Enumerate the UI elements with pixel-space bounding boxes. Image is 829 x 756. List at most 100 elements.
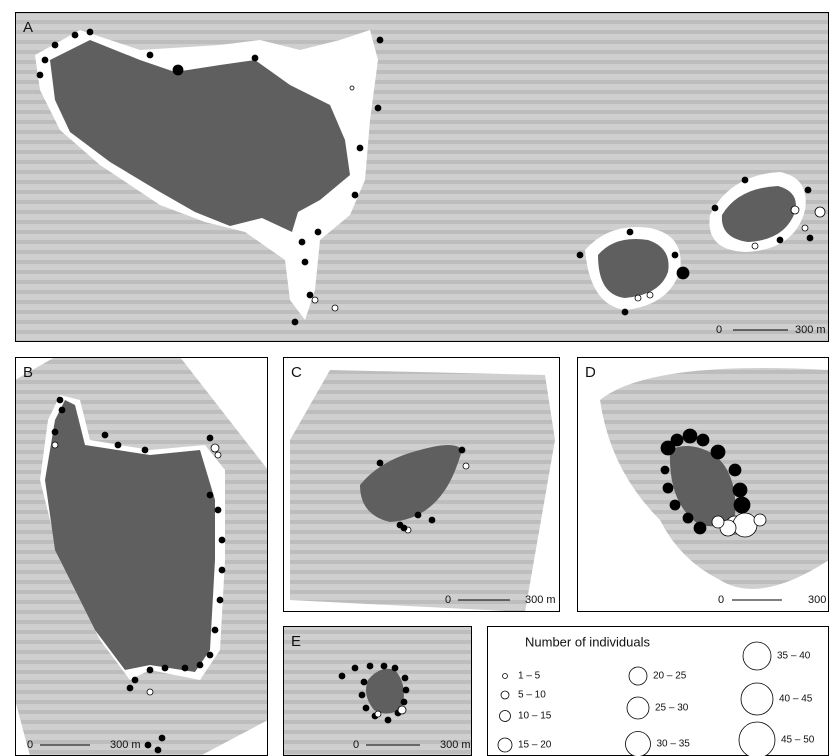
scale-zero: 0 [27, 739, 33, 751]
legend-item: 1 – 5 [518, 671, 541, 682]
site-marker [126, 684, 134, 692]
panel-label: D [585, 364, 596, 381]
site-marker [214, 451, 222, 459]
site-marker [218, 566, 226, 574]
site-marker [51, 41, 59, 49]
site-marker [751, 242, 759, 250]
site-marker [362, 704, 370, 712]
site-marker [114, 441, 122, 449]
site-marker [158, 734, 166, 742]
site-marker [358, 691, 366, 699]
legend-item: 15 – 20 [518, 740, 552, 751]
site-marker [101, 431, 109, 439]
site-marker [71, 31, 79, 39]
island [360, 445, 462, 522]
site-marker [634, 294, 642, 302]
site-marker [216, 596, 224, 604]
site-marker [660, 440, 676, 456]
site-marker [626, 228, 634, 236]
site-marker [801, 224, 809, 232]
island [669, 446, 736, 527]
legend-symbol [742, 641, 772, 671]
legend-symbol [500, 690, 510, 700]
site-marker [214, 506, 222, 514]
site-marker [360, 678, 368, 686]
panel-frame [283, 357, 560, 612]
legend-item: 40 – 45 [779, 694, 813, 705]
site-marker [338, 672, 346, 680]
site-marker [206, 491, 214, 499]
site-marker [458, 446, 466, 454]
site-marker [646, 291, 654, 299]
map-panel [600, 368, 829, 589]
map-panel [15, 357, 268, 756]
site-marker [400, 698, 408, 706]
site-marker [401, 674, 409, 682]
legend-item: 45 – 50 [781, 735, 815, 746]
site-marker [814, 206, 826, 218]
site-marker [728, 463, 742, 477]
site-marker [218, 536, 226, 544]
scale-zero: 0 [445, 594, 451, 606]
island [598, 239, 669, 298]
site-marker [428, 516, 436, 524]
site-marker [414, 511, 422, 519]
site-marker [131, 676, 139, 684]
legend-symbol [625, 731, 651, 756]
scale-label: 300 m [808, 594, 829, 606]
site-marker [146, 688, 154, 696]
site-marker [576, 251, 584, 259]
site-marker [384, 716, 392, 724]
legend-symbol [626, 696, 650, 720]
island [366, 668, 404, 714]
site-marker [356, 144, 364, 152]
site-marker [790, 205, 800, 215]
legend-symbol [497, 737, 513, 753]
site-marker [669, 499, 681, 511]
site-marker [732, 482, 748, 498]
site-marker [676, 266, 690, 280]
legend-item: 30 – 35 [657, 739, 691, 750]
site-marker [374, 104, 382, 112]
legend-symbol [499, 710, 511, 722]
scale-label: 300 m [440, 739, 471, 751]
legend-symbol [738, 721, 776, 756]
site-marker [36, 71, 44, 79]
site-marker [146, 666, 154, 674]
site-marker [662, 482, 674, 494]
site-marker [376, 459, 384, 467]
site-marker [298, 238, 306, 246]
site-marker [301, 258, 309, 266]
site-marker [154, 746, 162, 754]
site-marker [397, 705, 407, 715]
site-marker [51, 441, 59, 449]
site-marker [660, 465, 670, 475]
site-marker [206, 651, 214, 659]
site-marker [402, 686, 410, 694]
site-marker [56, 396, 64, 404]
scale-zero: 0 [718, 594, 724, 606]
scale-label: 300 m [525, 594, 556, 606]
site-marker [291, 318, 299, 326]
site-marker [462, 462, 470, 470]
site-marker [804, 186, 812, 194]
scale-label: 300 m [795, 324, 826, 336]
site-marker [86, 28, 94, 36]
legend-item: 25 – 30 [655, 703, 689, 714]
site-marker [380, 662, 388, 670]
site-marker [741, 176, 749, 184]
island [45, 400, 215, 672]
site-marker [711, 515, 725, 529]
site-marker [621, 308, 629, 316]
site-marker [141, 446, 149, 454]
island [721, 186, 796, 242]
map-panel [15, 12, 829, 342]
site-marker [306, 291, 314, 299]
legend-symbol [740, 682, 774, 716]
site-marker [376, 36, 384, 44]
site-marker [670, 433, 684, 447]
site-marker [181, 664, 189, 672]
site-marker [391, 664, 399, 672]
panel-label: B [23, 364, 33, 381]
